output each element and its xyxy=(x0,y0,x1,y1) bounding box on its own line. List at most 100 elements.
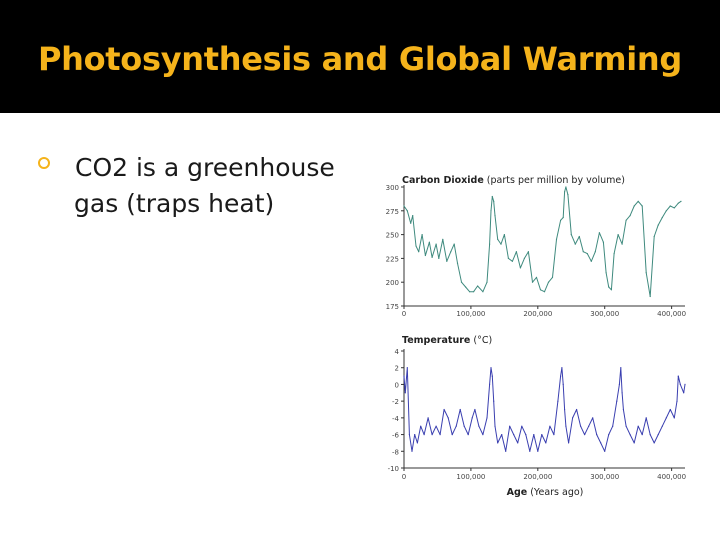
data-point xyxy=(547,281,550,283)
data-point xyxy=(424,254,426,257)
y-tick-label: -4 xyxy=(392,415,400,423)
data-point xyxy=(451,434,453,436)
y-tick-label: 275 xyxy=(386,208,399,216)
data-point xyxy=(415,245,417,247)
data-point xyxy=(618,383,621,385)
data-point xyxy=(592,417,594,419)
data-point xyxy=(459,408,461,411)
y-tick-label: 225 xyxy=(386,255,399,263)
data-point xyxy=(404,392,406,394)
data-point xyxy=(435,243,437,245)
data-point xyxy=(416,442,418,444)
data-point xyxy=(645,272,647,274)
data-point xyxy=(438,257,440,259)
data-point xyxy=(582,251,584,253)
x-tick-label: 200,000 xyxy=(523,310,552,318)
data-point xyxy=(455,425,457,427)
data-point xyxy=(661,425,663,427)
bullet-text: CO2 is a greenhouse gas (traps heat) xyxy=(74,150,368,222)
y-tick-label: 4 xyxy=(395,348,400,356)
data-point xyxy=(673,207,675,209)
data-point xyxy=(491,195,493,198)
data-point xyxy=(677,375,679,377)
y-tick-label: 200 xyxy=(386,279,399,287)
chart-title-main: Temperature xyxy=(402,335,470,346)
hollow-circle-bullet-icon xyxy=(38,157,50,169)
data-point xyxy=(491,375,493,377)
data-point xyxy=(501,434,503,436)
data-point xyxy=(482,434,484,436)
data-point xyxy=(578,235,580,238)
data-point xyxy=(612,425,614,427)
x-tick-label: 400,000 xyxy=(657,473,686,481)
data-point xyxy=(486,281,488,283)
data-point xyxy=(564,408,566,411)
data-point xyxy=(669,205,671,207)
data-point xyxy=(588,425,590,427)
chart-title: Temperature (°C) xyxy=(402,335,492,346)
data-point xyxy=(537,450,539,452)
data-point xyxy=(482,291,484,293)
data-point xyxy=(590,260,592,262)
data-point xyxy=(625,219,627,221)
data-point xyxy=(564,191,566,193)
data-point xyxy=(412,215,414,217)
title-bar xyxy=(0,0,720,113)
y-tick-label: 0 xyxy=(395,381,399,389)
data-point xyxy=(505,450,507,452)
data-point xyxy=(676,400,678,402)
data-point xyxy=(657,434,659,436)
data-point xyxy=(661,216,663,219)
data-point xyxy=(439,434,441,436)
data-point xyxy=(456,262,459,264)
data-point xyxy=(500,243,502,245)
data-point xyxy=(570,234,572,236)
data-point xyxy=(576,408,578,411)
y-tick-label: -2 xyxy=(392,398,399,406)
x-tick-label: 300,000 xyxy=(590,310,619,318)
y-tick-label: 300 xyxy=(386,184,399,192)
data-point xyxy=(653,442,655,444)
data-point xyxy=(431,256,433,258)
data-point xyxy=(604,450,606,452)
series-line xyxy=(403,367,686,452)
data-point xyxy=(494,425,496,427)
data-point xyxy=(673,417,675,419)
data-point xyxy=(633,442,635,444)
data-point xyxy=(567,194,569,196)
data-point xyxy=(497,442,499,444)
data-point xyxy=(533,434,535,436)
data-point xyxy=(684,383,686,385)
data-point xyxy=(474,408,476,411)
data-point xyxy=(665,210,667,212)
data-point xyxy=(629,215,631,217)
data-point xyxy=(602,241,605,243)
data-point xyxy=(447,417,449,419)
y-tick-label: -10 xyxy=(388,465,399,473)
data-point xyxy=(490,210,492,212)
data-point xyxy=(442,238,444,240)
data-point xyxy=(421,234,423,236)
data-point xyxy=(403,205,405,207)
data-point xyxy=(677,202,679,204)
data-point xyxy=(669,408,671,411)
data-point xyxy=(586,253,588,255)
data-point xyxy=(608,286,610,288)
data-point xyxy=(493,200,495,202)
data-point xyxy=(515,251,518,253)
data-point xyxy=(657,224,659,226)
data-point xyxy=(453,243,455,245)
x-axis-label-main: Age xyxy=(507,487,528,498)
data-point xyxy=(621,243,623,245)
data-point xyxy=(513,434,515,436)
data-point xyxy=(555,238,558,240)
data-point xyxy=(617,234,619,236)
x-axis-label: Age (Years ago) xyxy=(507,487,584,498)
data-point xyxy=(680,200,682,202)
data-point xyxy=(605,272,607,274)
series-line xyxy=(403,186,682,297)
data-point xyxy=(478,425,480,427)
data-point xyxy=(620,367,622,369)
data-point xyxy=(469,291,471,293)
data-point xyxy=(594,251,596,253)
